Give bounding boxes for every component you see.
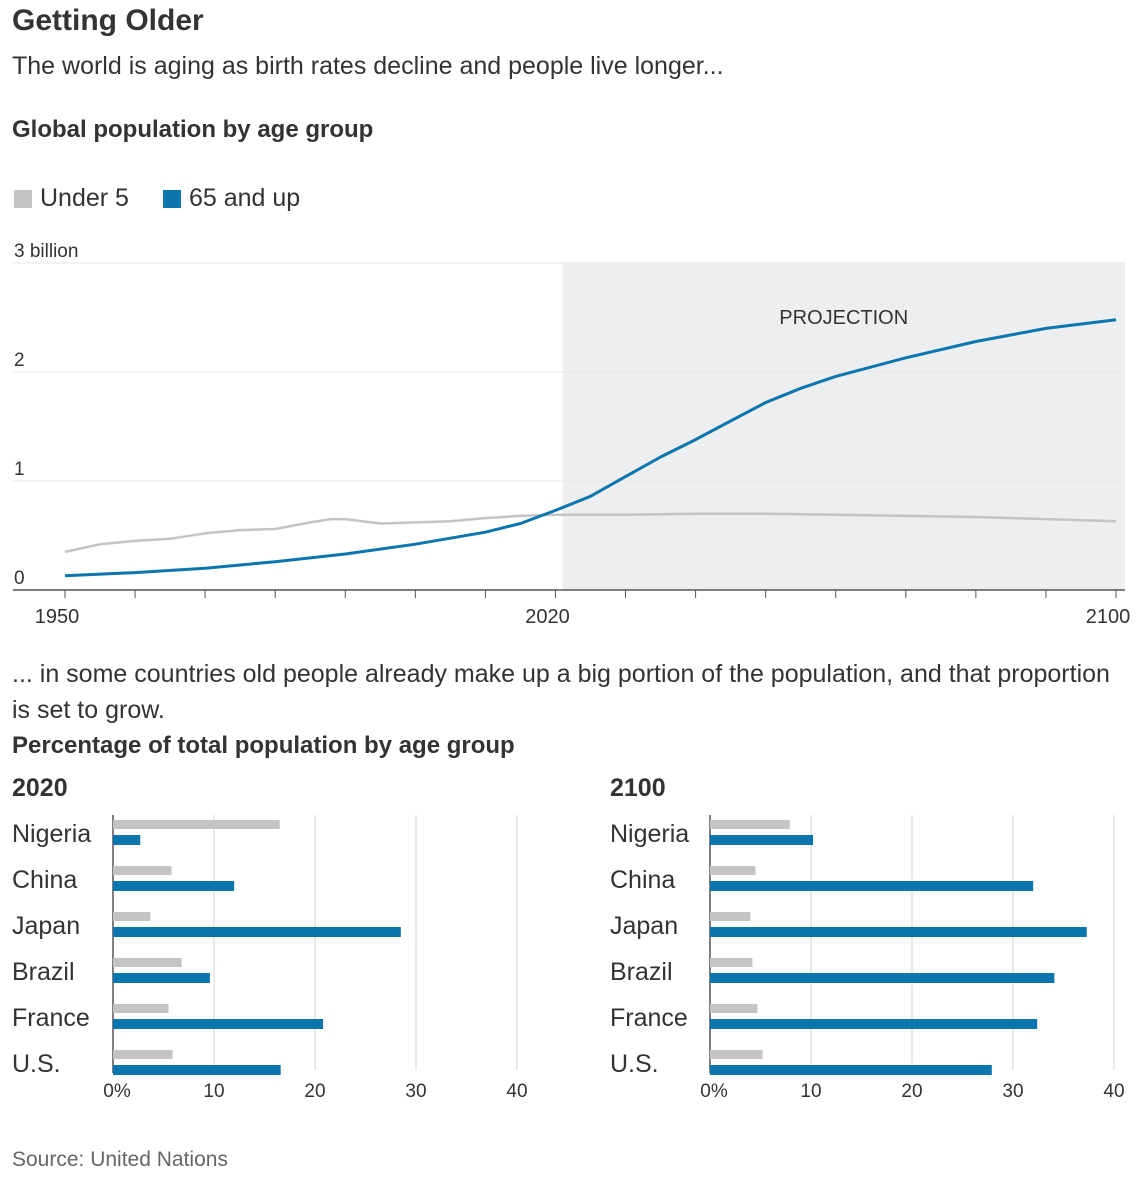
- panel-label-2020: 2020: [12, 774, 68, 802]
- x-tick-label: 10: [800, 1081, 821, 1102]
- y-tick-label: 2: [14, 350, 25, 371]
- y-tick-label: 1: [14, 459, 25, 480]
- x-tick-label: 10: [203, 1081, 224, 1102]
- x-tick-label: 20: [304, 1081, 325, 1102]
- category-label: China: [610, 866, 675, 894]
- source-note: Source: United Nations: [12, 1148, 228, 1171]
- bar-65-and-up: [710, 927, 1087, 937]
- chart-subtitle: The world is aging as birth rates declin…: [12, 52, 724, 80]
- legend: Under 5 65 and up: [14, 184, 300, 213]
- bar-under5: [710, 958, 753, 967]
- x-tick-label: 0%: [103, 1081, 131, 1102]
- legend-label-over65: 65 and up: [188, 184, 301, 212]
- bridge-text: ... in some countries old people already…: [12, 660, 1110, 724]
- bar-65-and-up: [710, 881, 1034, 891]
- category-label: Nigeria: [610, 820, 689, 848]
- bar-65-and-up: [113, 835, 141, 845]
- x-tick-label: 30: [1002, 1081, 1023, 1102]
- line-chart-title: Global population by age group: [12, 116, 374, 143]
- legend-label-under5: Under 5: [40, 184, 129, 212]
- bar-under5: [113, 1050, 173, 1059]
- projection-band: [562, 263, 1125, 590]
- category-label: Brazil: [610, 958, 673, 986]
- bar-under5: [113, 912, 151, 921]
- x-tick-label: 30: [405, 1081, 426, 1102]
- category-label: France: [12, 1004, 90, 1032]
- bar-65-and-up: [113, 881, 235, 891]
- x-tick-label: 2100: [1086, 606, 1131, 628]
- bar-65-and-up: [710, 973, 1055, 983]
- category-label: U.S.: [12, 1050, 61, 1078]
- category-label: Nigeria: [12, 820, 91, 848]
- chart-title: Getting Older: [12, 4, 204, 37]
- bar-under5: [113, 866, 172, 875]
- bar-under5: [710, 1004, 758, 1013]
- x-tick-label: 2020: [525, 606, 570, 628]
- bar-65-and-up: [710, 835, 814, 845]
- bar-65-and-up: [113, 1065, 281, 1075]
- legend-swatch-under5: [14, 189, 32, 208]
- bar-65-and-up: [113, 1019, 324, 1029]
- bar-65-and-up: [113, 973, 210, 983]
- bar-under5: [113, 820, 280, 829]
- y-tick-label: 0: [14, 568, 25, 589]
- bar-chart-2100: Nigeria China Japan Brazil France U.S. 0% 10 20 3…: [610, 815, 1125, 1102]
- bar-under5: [113, 1004, 169, 1013]
- category-label: U.S.: [610, 1050, 659, 1078]
- category-label: Japan: [610, 912, 678, 940]
- bar-chart-2020: Nigeria China Japan Brazil France U.S. 0% 10 20 3…: [12, 815, 528, 1102]
- bar-under5: [710, 912, 751, 921]
- x-tick-label: 0%: [700, 1081, 728, 1102]
- x-tick-label: 20: [901, 1081, 922, 1102]
- legend-item-under5: Under 5: [14, 184, 129, 213]
- bar-under5: [710, 866, 756, 875]
- legend-swatch-over65: [162, 189, 181, 208]
- series-line-under5: [64, 512, 1117, 554]
- y-tick-label: 3 billion: [14, 241, 78, 262]
- bar-under5: [710, 1050, 763, 1059]
- x-tick-label: 1950: [35, 606, 80, 628]
- bar-under5: [113, 958, 182, 967]
- bar-under5: [710, 820, 790, 829]
- bar-65-and-up: [113, 927, 401, 937]
- x-tick-label: 40: [506, 1081, 527, 1102]
- category-label: China: [12, 866, 77, 894]
- bar-chart-title: Percentage of total population by age gr…: [12, 732, 515, 759]
- bar-65-and-up: [710, 1019, 1038, 1029]
- bar-65-and-up: [710, 1065, 992, 1075]
- series-line-65-and-up: [64, 318, 1117, 578]
- panel-label-2100: 2100: [610, 774, 666, 802]
- category-label: Brazil: [12, 958, 75, 986]
- legend-item-over65: 65 and up: [162, 184, 301, 213]
- projection-label: PROJECTION: [779, 307, 908, 329]
- category-label: France: [610, 1004, 688, 1032]
- category-label: Japan: [12, 912, 80, 940]
- x-tick-label: 40: [1103, 1081, 1124, 1102]
- line-chart: PROJECTION 0 1 2 3 billion 1950 2020 2100: [13, 241, 1131, 628]
